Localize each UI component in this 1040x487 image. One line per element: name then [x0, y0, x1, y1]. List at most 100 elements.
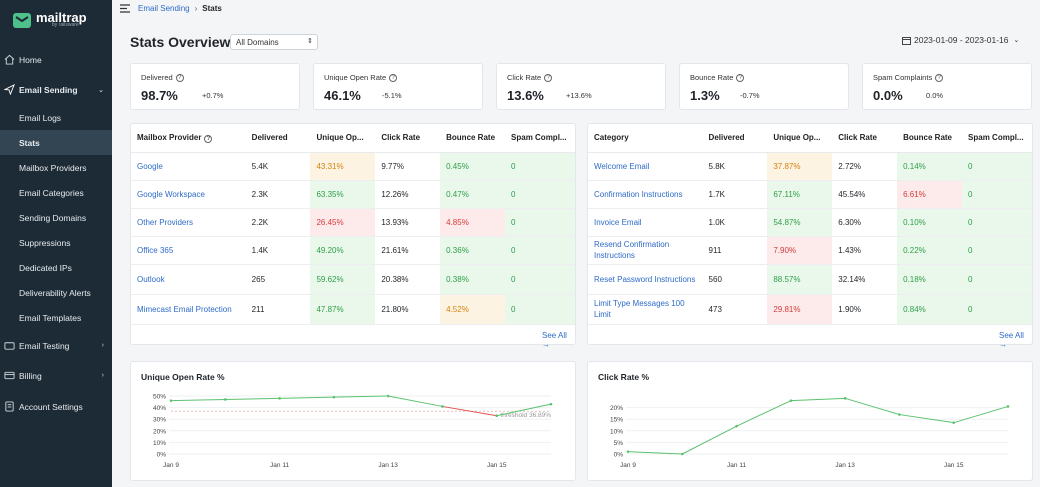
sidebar-item-email-testing[interactable]: Email Testing ›: [0, 333, 112, 358]
providers-panel: Mailbox Provider? Delivered Unique Op...…: [130, 123, 576, 349]
help-icon[interactable]: ?: [389, 73, 398, 82]
sidebar-item-email-categories[interactable]: Email Categories: [0, 180, 112, 205]
y-tick-label: 40%: [153, 405, 166, 412]
categories-table: Category Delivered Unique Op... Click Ra…: [588, 124, 1032, 325]
sidebar-item-mailbox-providers[interactable]: Mailbox Providers: [0, 155, 112, 180]
x-tick-label: Jan 15: [944, 462, 964, 469]
data-point: [278, 397, 281, 400]
providers-see-all-link[interactable]: See All →: [542, 331, 567, 349]
spam-cell: 0: [962, 264, 1032, 295]
menu-icon[interactable]: [120, 4, 130, 13]
row-name-link[interactable]: Google Workspace: [131, 180, 246, 209]
sidebar-item-email-logs[interactable]: Email Logs: [0, 105, 112, 130]
open-rate-chart: 50% 40% 30% 20% 10% 0% Jan 9 Jan 11 Jan 13 Jan 15…: [153, 394, 553, 469]
stat-card-change: -5.1%: [382, 91, 402, 100]
categories-see-all-link[interactable]: See All →: [999, 331, 1024, 349]
sidebar-item-sending-domains[interactable]: Sending Domains: [0, 205, 112, 230]
spam-cell: 0: [962, 180, 1032, 209]
row-name-link[interactable]: Reset Password Instructions: [588, 264, 703, 295]
table-row: Office 365 1.4K 49.20% 21.61% 0.36% 0: [131, 236, 575, 265]
row-name-link[interactable]: Outlook: [131, 264, 246, 295]
row-name-link[interactable]: Resend Confirmation Instructions: [588, 236, 703, 265]
domain-select[interactable]: All Domains ⇕: [230, 34, 318, 50]
column-header[interactable]: Unique Op...: [310, 124, 376, 153]
open-rate-cell: 67.11%: [767, 180, 833, 209]
stat-card-change: +13.6%: [566, 91, 592, 100]
data-point: [843, 397, 847, 400]
open-rate-cell: 54.87%: [767, 208, 833, 237]
sidebar-item-account-settings[interactable]: Account Settings: [0, 394, 112, 419]
open-rate-cell: 26.45%: [310, 208, 376, 237]
settings-icon: [5, 401, 14, 412]
column-header[interactable]: Spam Compl...: [505, 124, 575, 153]
data-point: [169, 399, 173, 402]
help-icon[interactable]: ?: [204, 134, 213, 143]
sidebar-item-deliverability-alerts[interactable]: Deliverability Alerts: [0, 280, 112, 305]
help-icon[interactable]: ?: [736, 73, 745, 82]
sidebar-item-suppressions[interactable]: Suppressions: [0, 230, 112, 255]
row-name-link[interactable]: Welcome Email: [588, 152, 703, 181]
date-range-picker[interactable]: 2023-01-09 - 2023-01-16 ⌄: [902, 35, 1019, 45]
sidebar-item-label: Sending Domains: [19, 212, 87, 223]
stat-card-change: +0.7%: [202, 91, 224, 100]
sidebar-item-email-templates[interactable]: Email Templates: [0, 305, 112, 330]
column-header[interactable]: Delivered: [702, 124, 768, 153]
row-name-link[interactable]: Office 365: [131, 236, 246, 265]
bounce-rate-cell: 0.84%: [897, 294, 963, 325]
delivered-cell: 911: [702, 236, 768, 265]
table-row: Limit Type Messages 100 Limit 473 29.81% 1.…: [588, 294, 1032, 325]
stat-card-label: Spam Complaints: [873, 73, 933, 82]
sidebar: mailtrap by railsware Home Email Sending…: [0, 0, 112, 487]
spam-cell: 0: [962, 208, 1032, 237]
column-header[interactable]: Spam Compl...: [962, 124, 1032, 153]
column-header[interactable]: Bounce Rate: [440, 124, 506, 153]
click-rate-cell: 1.90%: [832, 294, 898, 325]
series-line-segment: [279, 396, 334, 399]
help-icon[interactable]: ?: [175, 73, 184, 82]
page-title: Stats Overview: [130, 34, 231, 50]
column-header[interactable]: Click Rate: [375, 124, 441, 153]
column-header[interactable]: Mailbox Provider?: [131, 124, 246, 153]
row-name-link[interactable]: Other Providers: [131, 208, 246, 237]
column-header[interactable]: Click Rate: [832, 124, 898, 153]
column-header[interactable]: Unique Op...: [767, 124, 833, 153]
help-icon[interactable]: ?: [544, 73, 553, 82]
spam-cell: 0: [505, 152, 575, 181]
breadcrumb-parent[interactable]: Email Sending: [138, 4, 190, 13]
sidebar-item-billing[interactable]: Billing ›: [0, 363, 112, 388]
row-name-link[interactable]: Mimecast Email Protection: [131, 294, 246, 325]
y-tick-label: 10%: [153, 440, 166, 447]
sidebar-item-label: Dedicated IPs: [19, 262, 72, 273]
column-header[interactable]: Bounce Rate: [897, 124, 963, 153]
y-tick-label: 30%: [153, 417, 166, 424]
stat-card-value: 98.7%: [141, 88, 178, 103]
sidebar-item-label: Email Testing: [19, 340, 70, 351]
row-name-link[interactable]: Invoice Email: [588, 208, 703, 237]
row-name-link[interactable]: Confirmation Instructions: [588, 180, 703, 209]
sidebar-item-stats[interactable]: Stats: [0, 130, 112, 155]
logo[interactable]: mailtrap by railsware: [12, 8, 87, 32]
threshold-label: threshold 36.89%: [500, 412, 551, 419]
series-line-segment: [496, 403, 552, 417]
sidebar-item-dedicated-ips[interactable]: Dedicated IPs: [0, 255, 112, 280]
column-header[interactable]: Delivered: [245, 124, 311, 153]
sidebar-item-label: Home: [19, 54, 42, 65]
sidebar-item-home[interactable]: Home: [0, 47, 112, 72]
bounce-rate-cell: 0.38%: [440, 264, 506, 295]
breadcrumb: Email Sending › Stats: [112, 0, 1040, 17]
data-point: [386, 394, 390, 398]
row-name-link[interactable]: Limit Type Messages 100 Limit: [588, 294, 703, 325]
series-line-segment: [953, 405, 1009, 424]
y-tick-label: 0%: [614, 452, 624, 459]
help-icon[interactable]: ?: [935, 73, 944, 82]
x-tick-label: Jan 9: [163, 462, 179, 469]
sidebar-item-email-sending[interactable]: Email Sending ⌄: [0, 77, 112, 102]
chevron-right-icon: ›: [101, 372, 104, 379]
table-row: Resend Confirmation Instructions 911 7.90%…: [588, 236, 1032, 265]
row-name-link[interactable]: Google: [131, 152, 246, 181]
date-range-value: 2023-01-09 - 2023-01-16: [914, 35, 1009, 45]
delivered-cell: 265: [245, 264, 311, 295]
column-header[interactable]: Category: [588, 124, 703, 153]
bounce-rate-cell: 4.85%: [440, 208, 506, 237]
table-row: Google 5.4K 43.31% 9.77% 0.45% 0: [131, 152, 575, 181]
